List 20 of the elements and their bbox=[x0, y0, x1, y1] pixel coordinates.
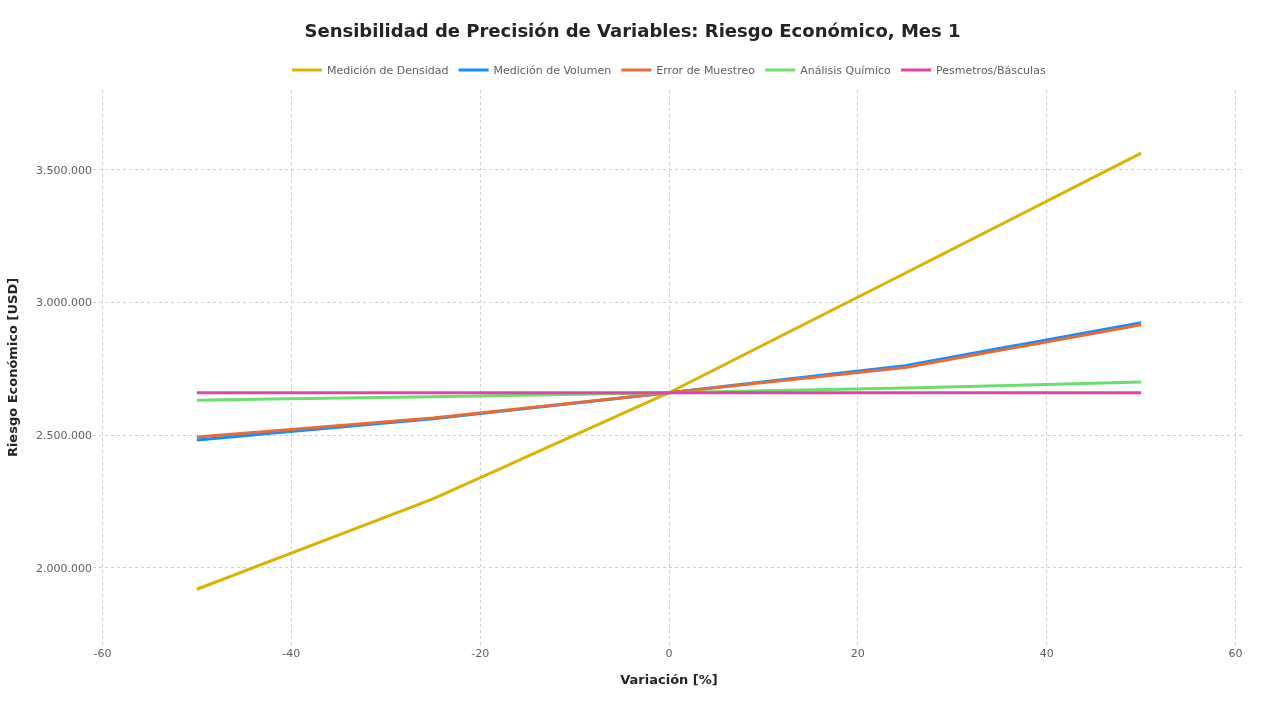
x-tick-label: -40 bbox=[282, 647, 301, 660]
x-tick-label: 40 bbox=[1039, 647, 1054, 660]
x-tick-label: 0 bbox=[665, 647, 673, 660]
y-tick-label: 3.500.000 bbox=[36, 163, 92, 177]
legend-label: Medición de Densidad bbox=[327, 64, 449, 78]
y-tick-label: 3.000.000 bbox=[36, 296, 92, 310]
x-tick-label: -60 bbox=[93, 647, 112, 660]
legend-label: Pesmetros/Básculas bbox=[936, 64, 1046, 78]
x-axis-title: Variación [%] bbox=[620, 671, 718, 687]
y-axis-title: Riesgo Económico [USD] bbox=[4, 277, 20, 458]
chart-title: Sensibilidad de Precisión de Variables: Riesgo Económico, Mes 1 bbox=[304, 20, 961, 42]
legend-label: Error de Muestreo bbox=[656, 64, 756, 78]
x-tick-label: 60 bbox=[1228, 647, 1243, 660]
legend-label: Medición de Volumen bbox=[493, 64, 612, 78]
legend-label: Análisis Químico bbox=[800, 64, 892, 78]
x-tick-label: -20 bbox=[471, 647, 490, 660]
x-tick-label: 20 bbox=[850, 647, 865, 660]
line-series bbox=[195, 151, 1143, 591]
y-tick-label: 2.000.000 bbox=[36, 561, 92, 575]
y-tick-label: 2.500.000 bbox=[36, 429, 92, 443]
